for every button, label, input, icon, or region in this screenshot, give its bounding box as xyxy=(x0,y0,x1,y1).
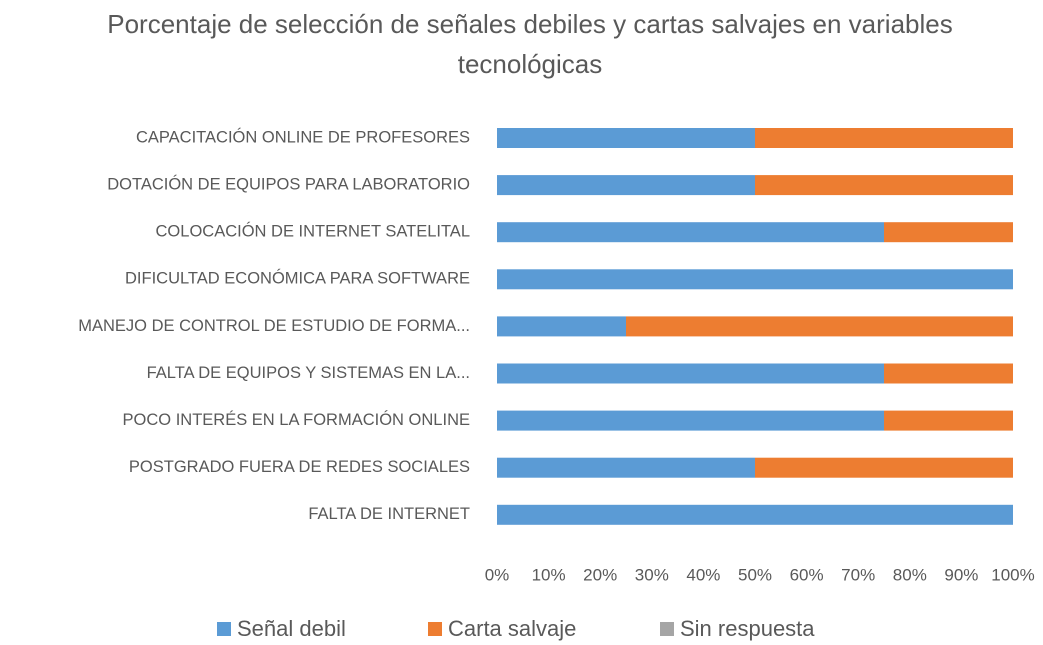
bar-segment xyxy=(755,128,1013,148)
y-tick-label: MANEJO DE CONTROL DE ESTUDIO DE FORMA... xyxy=(78,317,470,335)
x-tick-label: 90% xyxy=(944,565,978,584)
legend-swatch xyxy=(217,622,231,636)
bar-segment xyxy=(755,457,1013,478)
y-tick-label: DOTACIÓN DE EQUIPOS PARA LABORATORIO xyxy=(107,174,470,193)
legend-label: Carta salvaje xyxy=(448,616,576,641)
bar-segment xyxy=(497,363,884,384)
bar-segment xyxy=(497,222,884,243)
bar-segment xyxy=(497,504,1013,525)
bar-segment xyxy=(884,363,1013,384)
x-tick-label: 100% xyxy=(991,565,1034,584)
bar-segment xyxy=(884,410,1013,431)
y-tick-label: FALTA DE EQUIPOS Y SISTEMAS EN LA... xyxy=(147,364,470,382)
bar-segment xyxy=(497,457,755,478)
bar-segment xyxy=(497,269,1013,290)
y-tick-label: FALTA DE INTERNET xyxy=(308,505,470,523)
legend-swatch xyxy=(428,622,442,636)
x-tick-label: 30% xyxy=(635,565,669,584)
bar-segment xyxy=(755,175,1013,196)
y-tick-label: CAPACITACIÓN ONLINE DE PROFESORES xyxy=(136,127,470,146)
x-tick-label: 50% xyxy=(738,565,772,584)
legend-swatch xyxy=(660,622,674,636)
x-tick-label: 80% xyxy=(893,565,927,584)
legend-label: Señal debil xyxy=(237,616,346,641)
y-tick-label: DIFICULTAD ECONÓMICA PARA SOFTWARE xyxy=(125,269,470,288)
y-tick-label: POCO INTERÉS EN LA FORMACIÓN ONLINE xyxy=(123,410,470,429)
y-tick-label: POSTGRADO FUERA DE REDES SOCIALES xyxy=(129,458,470,476)
bar-segment xyxy=(497,410,884,431)
x-tick-label: 20% xyxy=(583,565,617,584)
bar-segment xyxy=(497,175,755,196)
x-tick-label: 10% xyxy=(532,565,566,584)
bar-segment xyxy=(626,316,1013,337)
bar-segment xyxy=(497,128,755,148)
chart-title: Porcentaje de selección de señales debil… xyxy=(107,9,953,79)
x-tick-label: 60% xyxy=(790,565,824,584)
y-tick-label: COLOCACIÓN DE INTERNET SATELITAL xyxy=(156,222,470,241)
x-tick-label: 40% xyxy=(686,565,720,584)
x-tick-label: 70% xyxy=(841,565,875,584)
legend-label: Sin respuesta xyxy=(680,616,815,641)
bar-segment xyxy=(497,316,626,337)
x-tick-label: 0% xyxy=(485,565,510,584)
bar-segment xyxy=(884,222,1013,243)
